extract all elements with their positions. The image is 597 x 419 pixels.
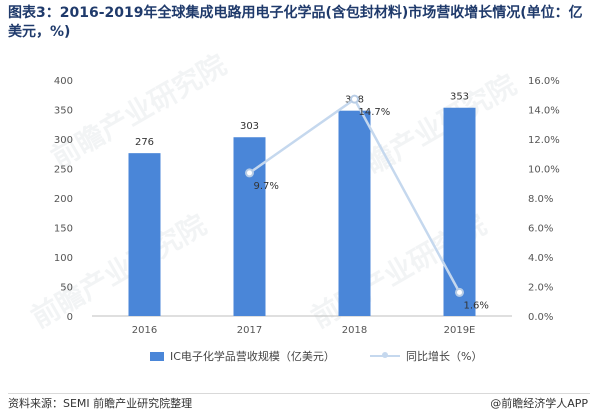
bar (338, 110, 371, 317)
y-right-tick-label: 4.0% (528, 253, 553, 264)
bar-value-label: 276 (135, 137, 154, 148)
y-right-tick-label: 6.0% (528, 224, 553, 235)
bar (128, 153, 161, 316)
legend-label-line: 同比增长（%） (406, 350, 483, 363)
chart-title: 图表3：2016-2019年全球集成电路用电子化学品(含包封材料)市场营收增长情… (8, 5, 583, 40)
growth-point (350, 94, 359, 104)
x-tick-label: 2016 (132, 325, 157, 336)
x-tick-label: 2019E (444, 325, 476, 336)
y-right-tick-label: 0.0% (528, 312, 553, 323)
y-left-tick-label: 400 (54, 76, 73, 87)
legend: IC电子化学品营收规模（亿美元） 同比增长（%） (0, 348, 597, 366)
y-right-tick-label: 2.0% (528, 283, 553, 294)
x-tick-label: 2017 (237, 325, 262, 336)
y-left-tick-label: 50 (60, 283, 73, 294)
legend-label-bar: IC电子化学品营收规模（亿美元） (170, 350, 335, 363)
footer: 资料来源：SEMI 前瞻产业研究院整理 @前瞻经济学人APP (8, 393, 590, 414)
growth-point (455, 287, 464, 297)
y-left-tick-label: 100 (54, 253, 73, 264)
y-left-tick-label: 350 (54, 106, 73, 117)
source-note: 资料来源：SEMI 前瞻产业研究院整理 (8, 397, 193, 410)
y-left-tick-label: 200 (54, 194, 73, 205)
bar (233, 137, 266, 316)
bar-value-label: 353 (450, 92, 469, 103)
growth-value-label: 14.7% (359, 107, 391, 118)
brand-text: @前瞻经济学人APP (490, 397, 588, 410)
bar-value-label: 303 (240, 121, 259, 132)
y-right-tick-label: 8.0% (528, 194, 553, 205)
y-right-tick-label: 10.0% (528, 165, 560, 176)
growth-point (245, 168, 254, 178)
bar (443, 107, 476, 316)
y-left-tick-label: 300 (54, 135, 73, 146)
legend-swatch-bar (150, 351, 164, 361)
growth-value-label: 1.6% (464, 300, 489, 311)
y-right-tick-label: 12.0% (528, 135, 560, 146)
chart: 0 50 100 150 200 250 300 350 400 0.0% 2.0% 4.0% 6.0%… (54, 76, 560, 336)
legend-swatch-line (370, 352, 400, 358)
growth-value-label: 9.7% (254, 181, 279, 192)
legend-item-bar: IC电子化学品营收规模（亿美元） (150, 348, 335, 364)
x-tick-label: 2018 (342, 325, 367, 336)
y-right-tick-label: 14.0% (528, 106, 560, 117)
y-left-tick-label: 250 (54, 165, 73, 176)
y-right-tick-label: 16.0% (528, 76, 560, 87)
brand-credit: @前瞻经济学人APP (490, 394, 588, 414)
legend-item-line: 同比增长（%） (370, 348, 482, 364)
y-left-tick-label: 0 (67, 312, 73, 323)
y-left-tick-label: 150 (54, 224, 73, 235)
